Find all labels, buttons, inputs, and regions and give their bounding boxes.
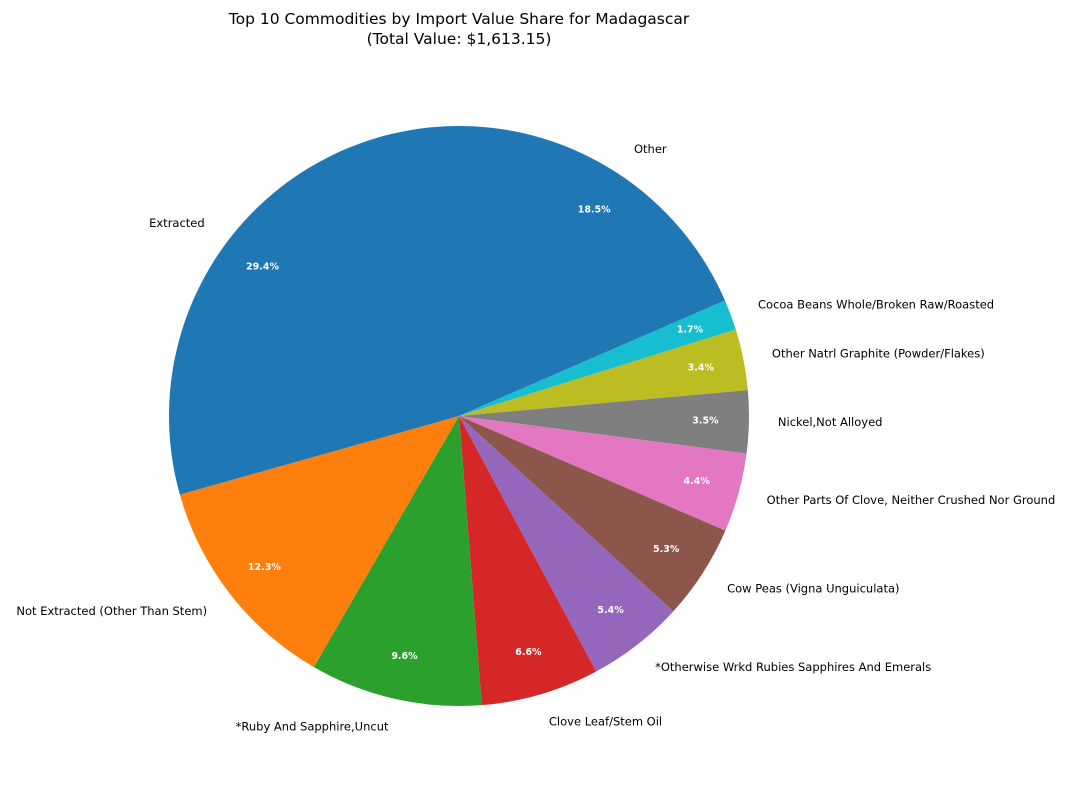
slice-percent-8: 9.6%	[391, 651, 418, 662]
slice-percent-10: 29.4%	[246, 262, 279, 273]
slice-label-9: Not Extracted (Other Than Stem)	[16, 604, 207, 618]
pie-percent-labels: 18.5% 1.7% 3.4% 3.5% 4.4% 5.3% 5.4% 6.6% 9.6% 12.…	[246, 204, 719, 662]
chart-title-line1: Top 10 Commodities by Import Value Share…	[228, 10, 690, 28]
pie-slice-5	[459, 416, 726, 612]
pie-slice-0	[459, 126, 726, 416]
slice-label-0: Other	[634, 142, 667, 156]
slice-label-4: Other Parts Of Clove, Neither Crushed No…	[767, 493, 1056, 507]
pie-slice-4	[459, 416, 747, 531]
pie-slice-3	[459, 390, 749, 454]
pie-slice-2	[459, 329, 748, 416]
slice-percent-1: 1.7%	[677, 325, 704, 336]
pie-slices	[169, 126, 749, 707]
slice-label-10: Extracted	[149, 216, 205, 230]
slice-label-3: Nickel,Not Alloyed	[778, 415, 883, 429]
slice-label-2: Other Natrl Graphite (Powder/Flakes)	[772, 346, 985, 360]
slice-percent-9: 12.3%	[248, 562, 281, 573]
slice-label-1: Cocoa Beans Whole/Broken Raw/Roasted	[758, 297, 994, 311]
slice-label-5: Cow Peas (Vigna Unguiculata)	[727, 581, 899, 595]
pie-slice-7	[459, 416, 597, 706]
slice-percent-4: 4.4%	[684, 476, 711, 487]
slice-label-8: *Ruby And Sapphire,Uncut	[236, 720, 389, 734]
slice-percent-2: 3.4%	[688, 363, 715, 374]
slice-label-7: Clove Leaf/Stem Oil	[549, 715, 662, 729]
pie-slice-6	[459, 416, 674, 672]
pie-labels: Other Cocoa Beans Whole/Broken Raw/Roaste…	[16, 142, 1055, 734]
slice-percent-0: 18.5%	[578, 204, 611, 215]
slice-percent-6: 5.4%	[597, 605, 624, 616]
pie-slice-1	[459, 300, 736, 416]
slice-percent-7: 6.6%	[515, 647, 542, 658]
chart-title: Top 10 Commodities by Import Value Share…	[0, 9, 918, 49]
slice-percent-3: 3.5%	[692, 416, 719, 427]
chart-subtitle: (Total Value: $1,613.15)	[366, 30, 552, 48]
slice-percent-5: 5.3%	[653, 544, 680, 555]
slice-label-6: *Otherwise Wrkd Rubies Sapphires And Eme…	[655, 660, 931, 674]
pie-slice-8	[313, 416, 482, 707]
pie-slice-10	[169, 126, 459, 495]
pie-slice-9	[179, 416, 459, 668]
